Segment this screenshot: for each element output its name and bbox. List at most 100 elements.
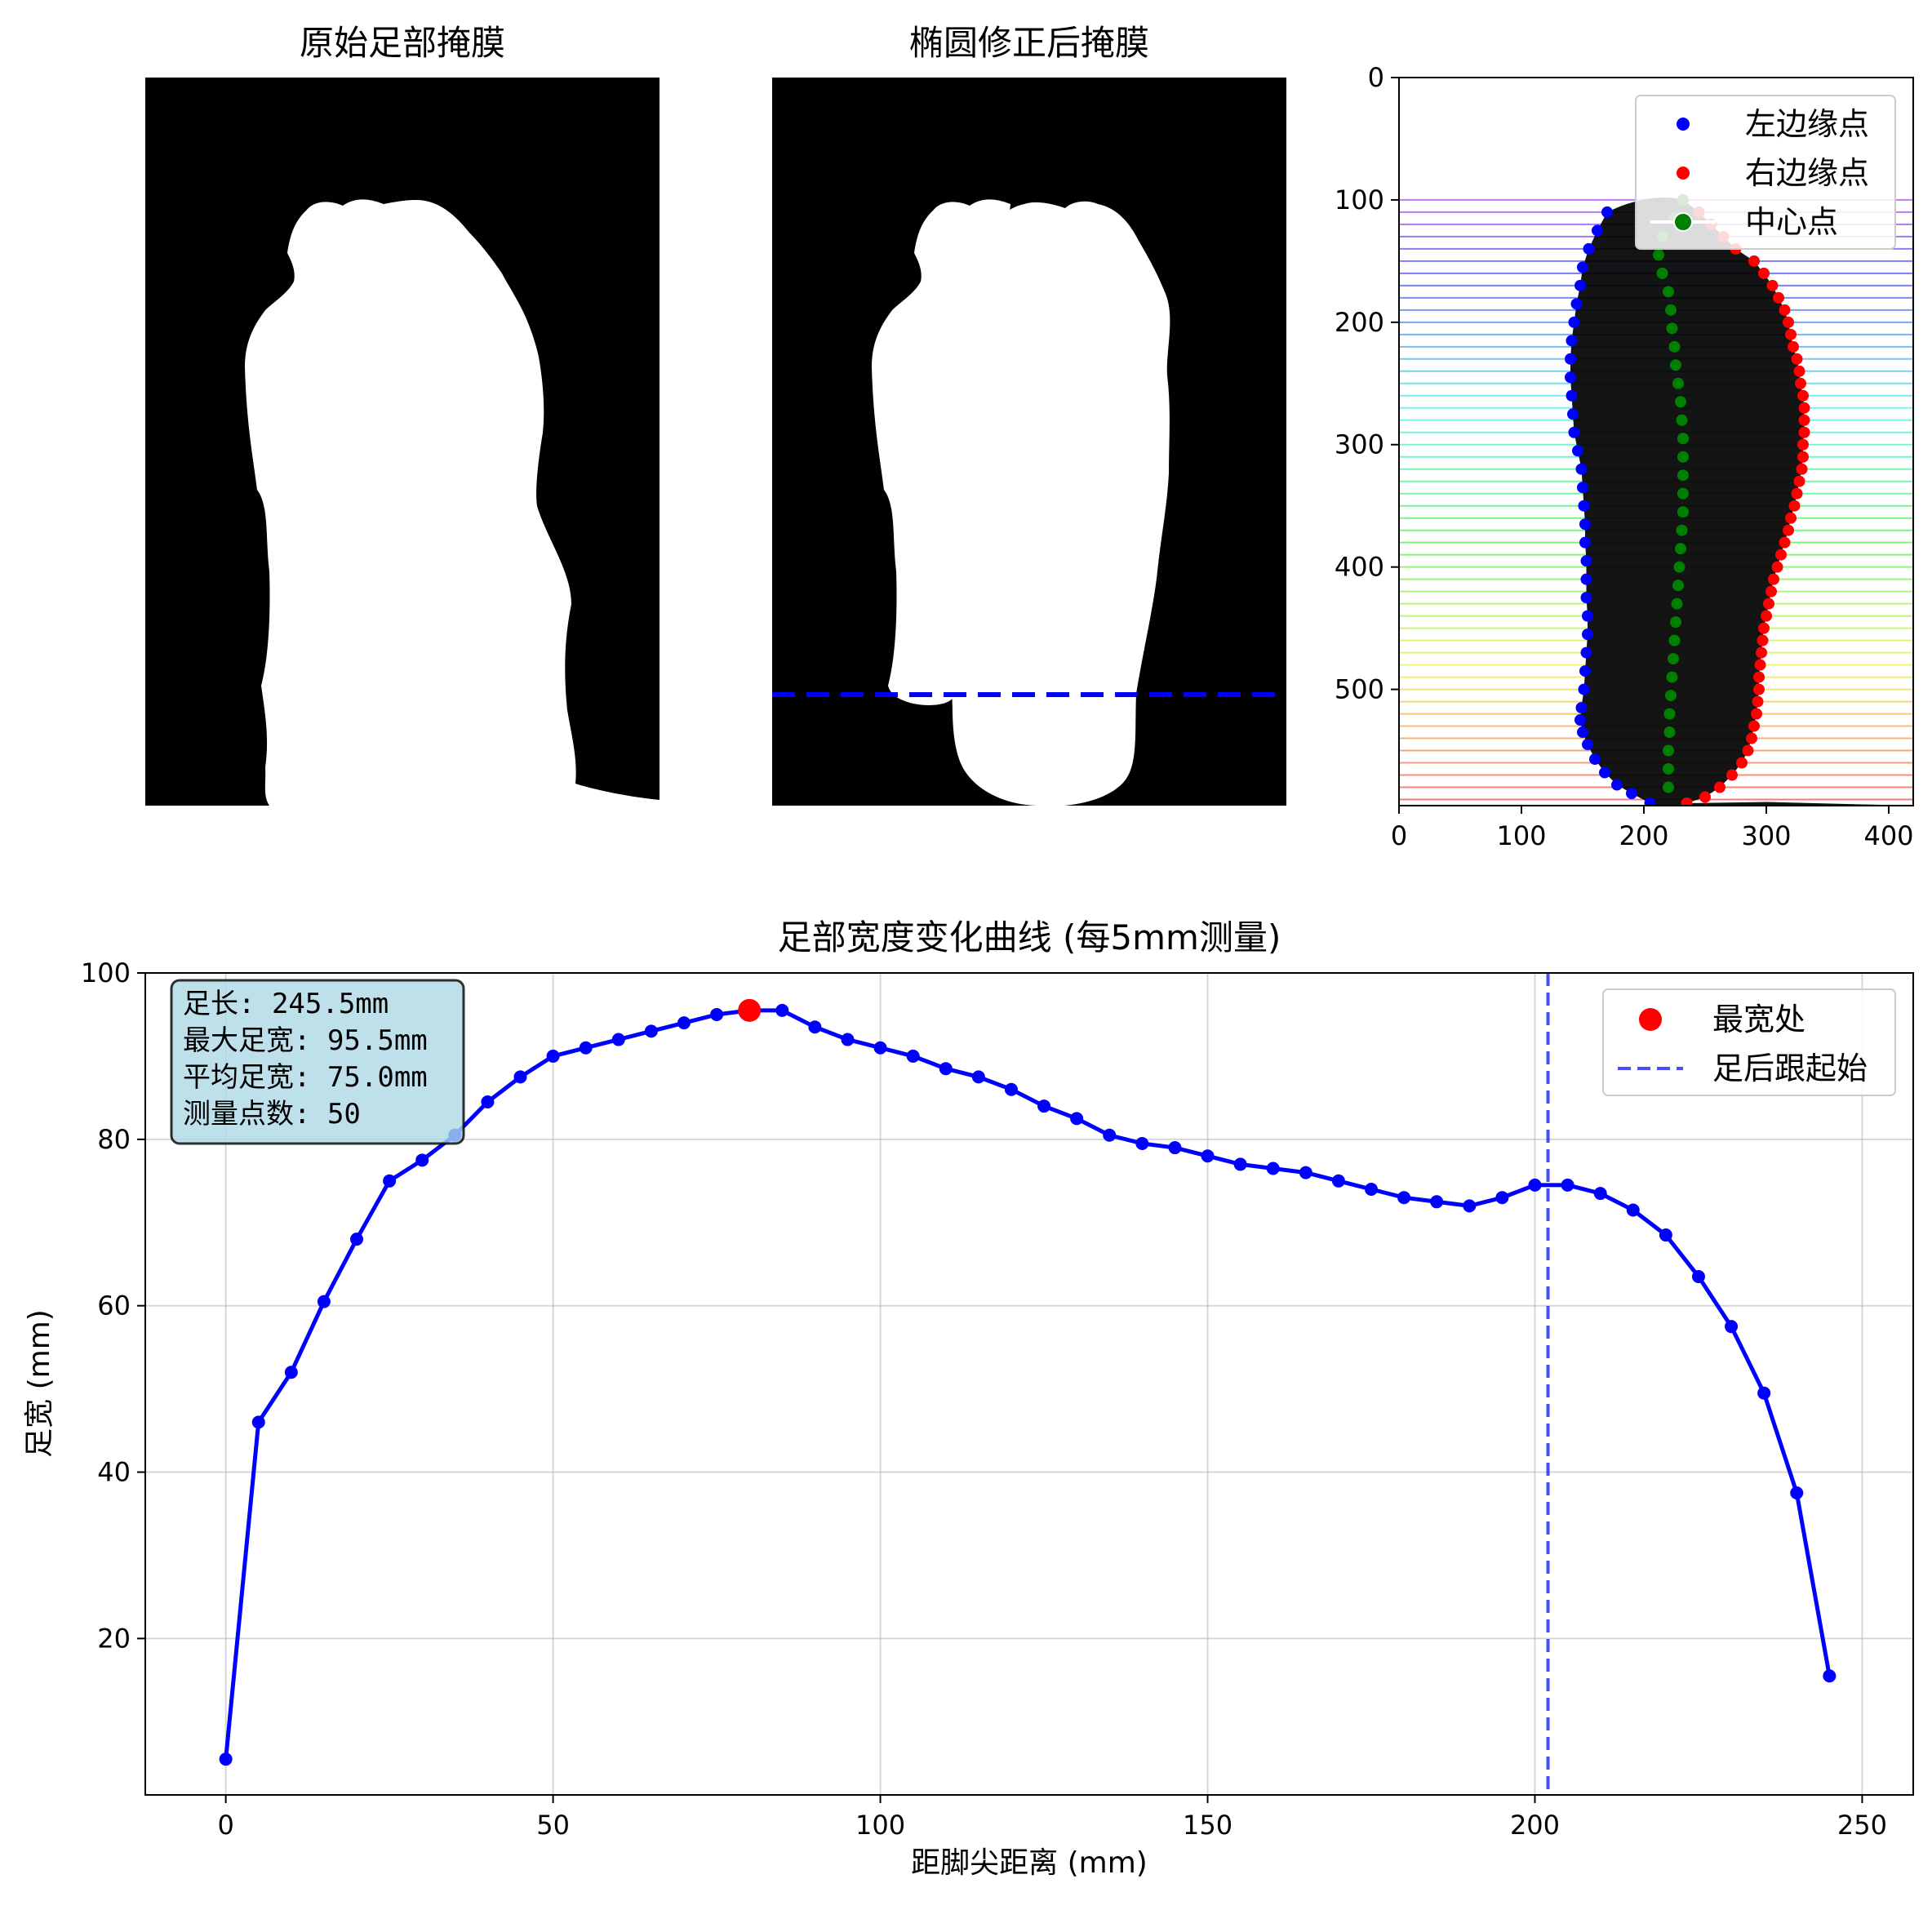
right-edge-point bbox=[1797, 451, 1809, 463]
edge-y-tick-label: 0 bbox=[1368, 62, 1384, 93]
legend-left-edge-marker bbox=[1677, 118, 1690, 131]
width-plot-frame bbox=[144, 972, 1914, 1796]
width-point bbox=[1331, 1174, 1345, 1188]
right-edge-point bbox=[1758, 267, 1770, 279]
right-edge-point bbox=[1771, 561, 1783, 573]
width-point bbox=[1593, 1187, 1607, 1201]
center-point bbox=[1663, 763, 1674, 775]
left-edge-point bbox=[1611, 779, 1623, 791]
right-edge-point bbox=[1681, 797, 1693, 806]
right-edge-point bbox=[1748, 255, 1760, 267]
left-edge-point bbox=[1566, 389, 1578, 402]
width-y-tick-label: 80 bbox=[97, 1124, 131, 1155]
info-avg-width: 平均足宽: 75.0mm bbox=[183, 1061, 428, 1094]
center-point bbox=[1668, 340, 1681, 353]
left-edge-point bbox=[1565, 353, 1576, 365]
max-width-point bbox=[738, 998, 762, 1022]
panel-ellipse-mask: 椭圆修正后掩膜 bbox=[772, 23, 1286, 806]
width-point bbox=[1659, 1228, 1672, 1242]
right-edge-point bbox=[1736, 757, 1748, 769]
width-point bbox=[1070, 1112, 1084, 1126]
right-edge-point bbox=[1699, 791, 1711, 803]
width-x-axis: 0 50 100 150 200 250 bbox=[217, 1795, 1887, 1841]
legend-right-edge-marker bbox=[1677, 167, 1690, 180]
left-edge-point bbox=[1592, 224, 1603, 237]
width-point bbox=[1397, 1191, 1411, 1205]
center-point bbox=[1671, 597, 1683, 610]
right-edge-point bbox=[1763, 597, 1774, 610]
width-y-tick-label: 100 bbox=[81, 957, 131, 988]
edge-y-tick-label: 200 bbox=[1335, 307, 1384, 338]
left-edge-point bbox=[1574, 714, 1586, 726]
left-edge-point bbox=[1599, 766, 1610, 779]
width-point bbox=[939, 1062, 953, 1076]
center-point bbox=[1653, 249, 1664, 261]
right-edge-point bbox=[1756, 646, 1767, 659]
center-point bbox=[1672, 377, 1684, 389]
width-legend-box bbox=[1602, 988, 1896, 1096]
right-edge-point bbox=[1761, 610, 1772, 622]
center-point bbox=[1665, 690, 1677, 702]
width-point bbox=[1004, 1082, 1018, 1096]
left-edge-point bbox=[1582, 739, 1593, 751]
center-point bbox=[1677, 506, 1689, 518]
legend-center-label: 中心点 bbox=[1745, 204, 1838, 240]
center-point bbox=[1677, 433, 1689, 445]
right-edge-point bbox=[1746, 732, 1757, 744]
right-edge-point bbox=[1714, 781, 1725, 793]
center-point bbox=[1675, 543, 1686, 555]
width-y-tick-label: 60 bbox=[97, 1290, 131, 1321]
right-edge-point bbox=[1785, 328, 1797, 340]
edge-x-tick-label: 400 bbox=[1863, 820, 1913, 851]
left-edge-point bbox=[1580, 555, 1592, 567]
right-edge-point bbox=[1766, 279, 1779, 291]
right-edge-point bbox=[1783, 316, 1794, 328]
left-edge-point bbox=[1583, 242, 1595, 255]
center-point bbox=[1666, 322, 1678, 335]
legend-left-edge-label: 左边缘点 bbox=[1745, 106, 1869, 142]
width-x-tick-label: 50 bbox=[536, 1810, 570, 1841]
width-y-axis-label: 足宽 (mm) bbox=[23, 1309, 56, 1458]
left-edge-point bbox=[1582, 629, 1593, 641]
width-point bbox=[775, 1003, 789, 1017]
left-edge-point bbox=[1601, 206, 1613, 218]
width-point bbox=[611, 1033, 625, 1046]
right-edge-point bbox=[1757, 634, 1769, 646]
right-edge-point bbox=[1779, 304, 1791, 316]
center-point bbox=[1670, 616, 1681, 629]
right-edge-point bbox=[1753, 671, 1765, 683]
center-point bbox=[1656, 267, 1668, 279]
edge-y-tick-label: 300 bbox=[1335, 429, 1384, 460]
right-edge-point bbox=[1752, 695, 1764, 708]
width-point bbox=[1561, 1178, 1574, 1192]
left-edge-point bbox=[1580, 592, 1592, 604]
right-edge-point bbox=[1758, 622, 1770, 634]
left-edge-point bbox=[1644, 797, 1656, 806]
left-edge-point bbox=[1579, 665, 1591, 677]
center-point bbox=[1672, 580, 1684, 592]
edge-y-tick-label: 500 bbox=[1335, 674, 1384, 705]
left-edge-point bbox=[1582, 610, 1593, 622]
width-point bbox=[1233, 1157, 1247, 1171]
left-edge-point bbox=[1575, 702, 1588, 714]
center-point bbox=[1676, 524, 1688, 536]
center-point bbox=[1666, 671, 1678, 683]
right-edge-point bbox=[1797, 438, 1809, 451]
edge-x-axis: 0 100 200 300 400 bbox=[1391, 806, 1914, 851]
width-point bbox=[1037, 1099, 1051, 1113]
right-edge-point bbox=[1788, 340, 1799, 353]
right-edge-point bbox=[1793, 475, 1805, 487]
width-curve-line bbox=[224, 1008, 1832, 1760]
width-point bbox=[513, 1070, 527, 1084]
width-x-tick-label: 0 bbox=[217, 1810, 233, 1841]
left-edge-point bbox=[1567, 408, 1579, 420]
edge-legend-box bbox=[1635, 95, 1896, 250]
left-edge-point bbox=[1572, 445, 1583, 457]
info-box: 足长: 245.5mm 最大足宽: 95.5mm 平均足宽: 75.0mm 测量… bbox=[170, 979, 465, 1145]
width-point bbox=[383, 1174, 397, 1188]
right-edge-point bbox=[1793, 365, 1805, 377]
width-y-axis: 20 40 60 80 100 bbox=[81, 957, 145, 1654]
width-point bbox=[1528, 1178, 1542, 1192]
ellipse-mask-title: 椭圆修正后掩膜 bbox=[909, 23, 1149, 63]
original-mask-title: 原始足部掩膜 bbox=[300, 23, 505, 63]
